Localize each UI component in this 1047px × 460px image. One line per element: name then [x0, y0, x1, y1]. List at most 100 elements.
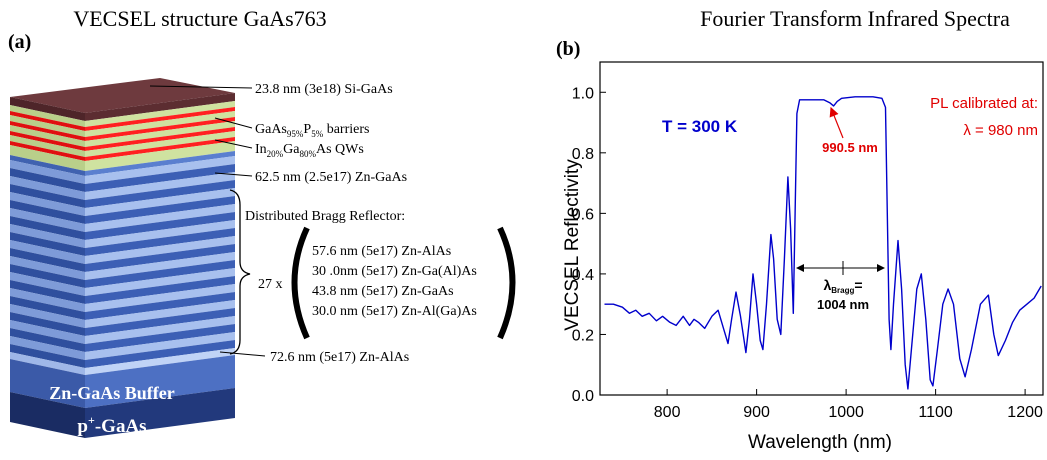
y-tick-label: 0.0 [572, 388, 594, 405]
diagram-title: VECSEL structure GaAs763 [73, 6, 326, 31]
chart-title: Fourier Transform Infrared Spectra [700, 6, 1010, 31]
brace [229, 189, 251, 355]
subscript: 95% [287, 129, 304, 139]
layer-left [10, 145, 85, 171]
text-part: -GaAs [95, 416, 147, 437]
layer-right [85, 388, 235, 438]
leader [219, 351, 266, 357]
dbr-layer: 30 .0nm (5e17) Zn-Ga(Al)As [312, 264, 477, 279]
panel-label: (a) [8, 31, 31, 53]
cap-label: 23.8 nm (3e18) Si-GaAs [255, 82, 393, 97]
subscript: 20% [267, 149, 284, 159]
layer-right [85, 204, 235, 232]
layer-left [10, 288, 85, 312]
plot-frame [599, 61, 1044, 396]
layer-right [85, 121, 235, 147]
pl-label: λ = 980 nm [963, 122, 1038, 139]
layer-left [10, 320, 85, 344]
layer-right [85, 93, 235, 121]
dbr-title: Distributed Bragg Reflector: [245, 209, 405, 224]
layer-left [10, 141, 85, 161]
leader [149, 85, 253, 89]
pl-label: PL calibrated at: [930, 95, 1038, 112]
layer-right [85, 127, 235, 151]
layer-left [10, 192, 85, 216]
reflectivity-line [604, 96, 1042, 390]
barrier-label: GaAs95%P5% barriers [255, 122, 369, 139]
layer-left [10, 248, 85, 272]
layer-right [85, 340, 235, 368]
bragg-value: 1004 nm [817, 297, 869, 312]
spectrum-panel: Fourier Transform Infrared Spectra (b) W… [556, 6, 1044, 453]
layer-left [10, 352, 85, 375]
layer-left [10, 168, 85, 192]
layer-right [85, 284, 235, 312]
dip-arrow [829, 106, 844, 139]
layer-right [85, 348, 235, 375]
y-tick-label: 0.6 [572, 206, 594, 223]
layer-left [10, 344, 85, 368]
bragg-label: λBragg= [823, 277, 862, 295]
layer-right [85, 236, 235, 264]
layer-right [85, 180, 235, 208]
structure-panel: VECSEL structure GaAs763 (a) 23.8 nm (3e… [8, 6, 516, 438]
spacer-label: 62.5 nm (2.5e17) Zn-GaAs [255, 170, 407, 185]
layer-right [85, 252, 235, 280]
layer-left [10, 336, 85, 360]
layer-left [10, 328, 85, 352]
layer-left [10, 264, 85, 288]
layer-left [10, 125, 85, 147]
layer-right [85, 244, 235, 272]
layer-right [85, 156, 235, 184]
layer-left [10, 296, 85, 320]
layer-right [85, 107, 235, 131]
dbr-layer: 43.8 nm (5e17) Zn-GaAs [312, 284, 454, 299]
y-tick-label: 0.8 [572, 146, 594, 163]
layer-left [10, 184, 85, 208]
layer-right [85, 276, 235, 304]
layer-left [10, 272, 85, 296]
layer-left [10, 97, 85, 121]
text-part: As QWs [316, 142, 364, 157]
dbr-layer: 30.0 nm (5e17) Zn-Al(Ga)As [312, 304, 477, 319]
layer-left [10, 312, 85, 336]
dip-label: 990.5 nm [822, 140, 878, 155]
x-axis-title: Wavelength (nm) [748, 432, 892, 453]
leader [214, 117, 253, 129]
text-part: In [255, 142, 267, 157]
layer-right [85, 228, 235, 256]
layer-left [10, 131, 85, 151]
layer-left [10, 160, 85, 184]
y-tick-label: 0.4 [572, 267, 594, 284]
panel-label: (b) [556, 38, 580, 60]
x-tick-label: 900 [743, 404, 770, 421]
text-part: = [854, 277, 862, 293]
layer-left [10, 155, 85, 176]
layer-left [10, 216, 85, 240]
paren [291, 226, 310, 340]
y-tick-label: 0.2 [572, 327, 594, 344]
layer-right [85, 117, 235, 141]
x-tick-label: 1000 [828, 404, 864, 421]
layer-left [10, 115, 85, 137]
layer-left [10, 208, 85, 232]
layer-left [10, 392, 85, 438]
layer-right [85, 101, 235, 127]
layer-right [85, 316, 235, 344]
text-part: barriers [323, 122, 369, 137]
dbr-last-label: 72.6 nm (5e17) Zn-AlAs [270, 350, 409, 365]
layer-right [85, 137, 235, 161]
layer-left [10, 135, 85, 157]
layer-right [85, 141, 235, 171]
layer-right [85, 212, 235, 240]
text-part: Ga [283, 142, 300, 157]
layer-labels: 23.8 nm (3e18) Si-GaAs GaAs95%P5% barrie… [149, 82, 516, 365]
leader [214, 139, 253, 149]
paren [497, 226, 516, 340]
text-part: λ [823, 277, 831, 293]
x-tick-label: 1100 [918, 404, 953, 421]
layer-left [10, 280, 85, 304]
repeat-label: 27 x [258, 277, 283, 292]
layer-left [10, 200, 85, 224]
